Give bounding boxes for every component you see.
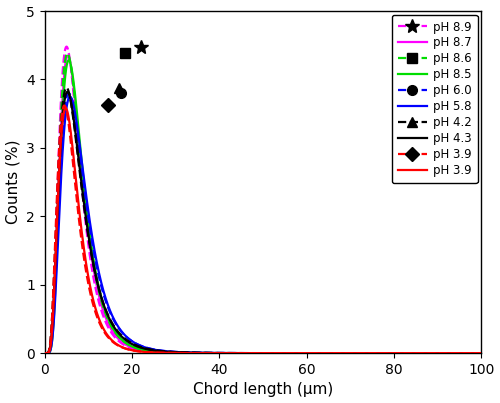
Legend: pH 8.9, pH 8.7, pH 8.6, pH 8.5, pH 6.0, pH 5.8, pH 4.2, pH 4.3, pH 3.9, pH 3.9: pH 8.9, pH 8.7, pH 8.6, pH 8.5, pH 6.0, … xyxy=(392,15,478,183)
X-axis label: Chord length (μm): Chord length (μm) xyxy=(193,382,333,397)
Y-axis label: Counts (%): Counts (%) xyxy=(6,140,20,224)
